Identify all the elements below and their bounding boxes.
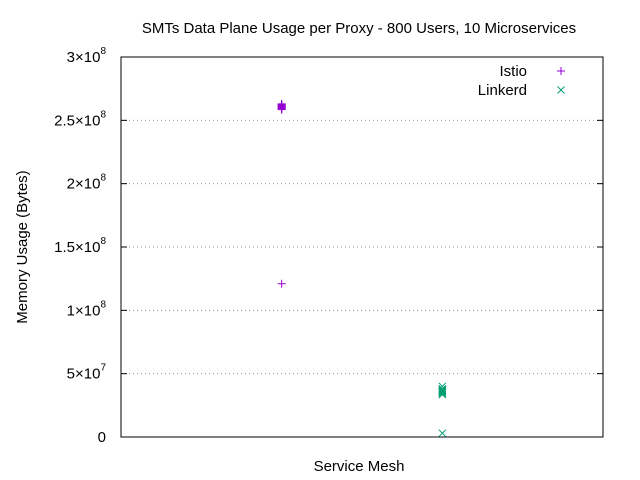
y-tick-exponent: 8 [100,173,106,184]
y-tick-exponent: 8 [100,109,106,120]
y-tick-label: 2.5×108 [54,109,106,129]
y-tick-exponent: 7 [100,363,106,374]
data-points [277,99,447,438]
legend: Istio Linkerd [478,63,565,99]
y-axis-label: Memory Usage (Bytes) [14,170,31,323]
gridlines [121,119,603,375]
y-tick-label: 1×108 [67,299,107,319]
y-axis-ticks: 0 5×107 1×108 1.5×108 2×108 2.5×108 3×108 [54,46,603,446]
data-point [438,388,447,396]
series-istio [277,99,286,288]
x-axis-label: Service Mesh [314,458,405,475]
data-point [438,386,447,395]
series-linkerd [438,382,447,438]
legend-marker [557,67,565,75]
y-tick-label: 3×108 [67,46,107,66]
legend-label: Linkerd [478,82,527,99]
plot-area-border [120,56,604,438]
legend-marker [557,86,565,94]
y-tick-label: 5×107 [67,363,107,383]
data-point [277,100,286,109]
y-tick-exponent: 8 [100,46,106,57]
data-point [438,429,447,438]
legend-label: Istio [499,63,527,80]
y-tick-exponent: 8 [100,236,106,247]
y-tick-label: 0 [98,429,106,446]
data-point [277,279,286,288]
chart-title: SMTs Data Plane Usage per Proxy - 800 Us… [142,20,576,37]
y-tick-label: 1.5×108 [54,236,106,256]
y-tick-exponent: 8 [100,299,106,310]
data-point [438,390,447,399]
y-tick-label: 2×108 [67,173,107,193]
